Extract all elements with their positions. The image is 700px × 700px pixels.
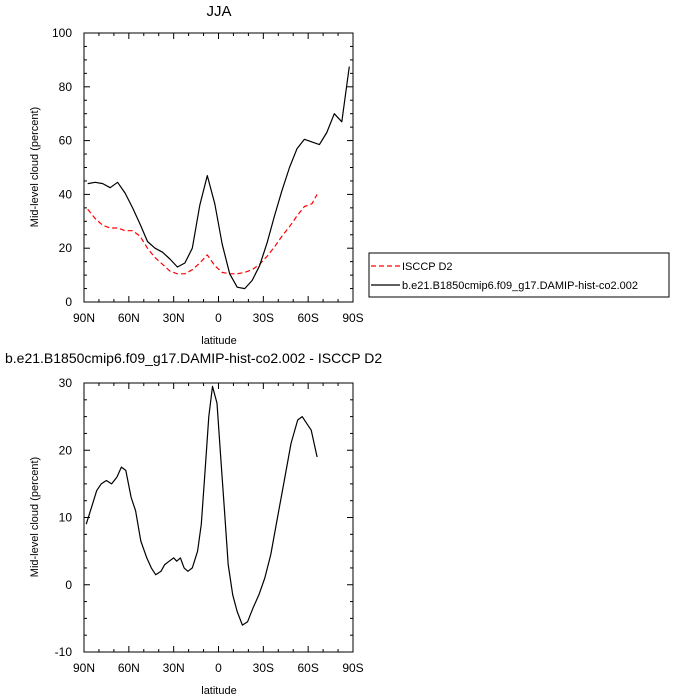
bottom-x-tick-label: 90S [342,661,363,675]
bottom-y-tick-label: 0 [65,578,72,592]
legend-label-isccp: ISCCP D2 [402,261,453,273]
bottom-y-tick-label: 30 [59,376,73,390]
top-plot-frame [83,32,354,303]
bottom-x-tick-label: 60N [118,661,140,675]
top-x-tick-label: 90N [73,311,95,325]
top-plot-marks [87,66,350,290]
top-x-tick-label: 30S [253,311,274,325]
bottom-y-axis-label: Mid-level cloud (percent) [29,457,41,577]
bottom-y-tick-label: 10 [59,511,73,525]
bottom-series-line-difference [85,385,318,626]
top-x-tick-label: 60N [118,311,140,325]
bottom-axis-ticks: 90N 60N 30N 0 30S 60S 90S -10 0 10 20 30 [55,376,364,675]
bottom-x-tick-label: 0 [215,661,222,675]
top-y-tick-label: 60 [59,134,73,148]
top-y-tick-label: 100 [52,26,72,40]
bottom-plot-marks [85,385,318,626]
legend-label-model: b.e21.B1850cmip6.f09_g17.DAMIP-hist-co2.… [402,280,638,292]
top-y-tick-label: 20 [59,241,73,255]
top-x-tick-label: 60S [297,311,318,325]
top-y-axis-label: Mid-level cloud (percent) [29,107,41,227]
top-panel: JJA 90N 60N 30N 0 30S 60S 90S 0 20 40 60 80 100 lati… [29,3,364,347]
bottom-x-tick-label: 60S [297,661,318,675]
bottom-panel: b.e21.B1850cmip6.f09_g17.DAMIP-hist-co2.… [5,350,382,697]
top-axis-ticks: 90N 60N 30N 0 30S 60S 90S 0 20 40 60 80 100 [52,26,364,325]
top-series-line-model [87,66,350,290]
top-chart-title: JJA [206,3,231,20]
bottom-x-tick-label: 90N [73,661,95,675]
bottom-x-axis-label: latitude [201,685,236,697]
top-series-line-isccp-d2 [87,194,318,275]
top-y-tick-label: 0 [65,295,72,309]
top-x-tick-label: 30N [163,311,185,325]
bottom-chart-title: b.e21.B1850cmip6.f09_g17.DAMIP-hist-co2.… [5,350,382,366]
top-x-tick-label: 0 [215,311,222,325]
legend: ISCCP D2 b.e21.B1850cmip6.f09_g17.DAMIP-… [368,252,670,298]
top-y-tick-label: 40 [59,187,73,201]
bottom-x-tick-label: 30S [253,661,274,675]
legend-box [368,252,670,298]
bottom-x-tick-label: 30N [163,661,185,675]
bottom-y-tick-label: 20 [59,443,73,457]
top-x-tick-label: 90S [342,311,363,325]
top-x-axis-label: latitude [201,335,236,347]
top-y-tick-label: 80 [59,80,73,94]
bottom-y-tick-label: -10 [55,645,73,659]
